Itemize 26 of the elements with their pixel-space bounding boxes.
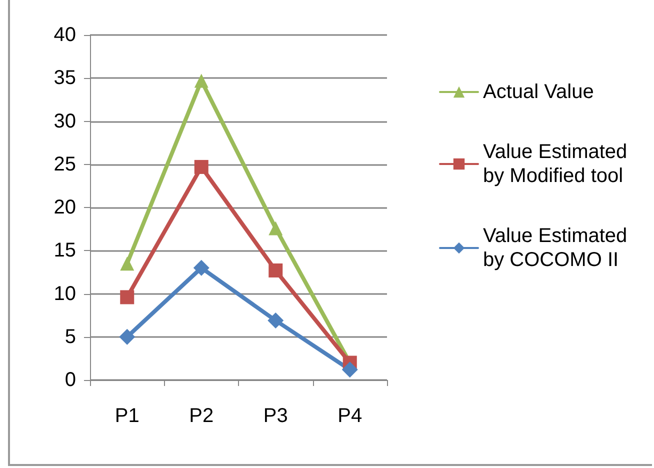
x-tick-label: P2	[189, 405, 214, 427]
legend-label: Actual Value	[483, 81, 594, 103]
y-tick-label: 0	[64, 369, 76, 391]
y-tick-label: 25	[54, 153, 76, 176]
point	[268, 312, 284, 328]
point	[268, 221, 283, 236]
legend-label: Value Estimated by Modified tool	[483, 141, 633, 187]
point	[194, 160, 208, 174]
point	[268, 263, 283, 278]
point	[193, 260, 210, 276]
point	[120, 256, 134, 271]
x-tick-label: P3	[263, 405, 288, 427]
y-tick-label: 35	[54, 67, 76, 90]
x-tick-label: P4	[338, 405, 362, 427]
y-tick-label: 5	[64, 326, 76, 348]
y-tick-label: 40	[54, 24, 76, 46]
point	[120, 290, 134, 304]
point	[194, 74, 208, 88]
y-tick-label: 20	[54, 196, 76, 218]
y-tick-label: 15	[54, 240, 76, 262]
y-tick-label: 10	[54, 282, 76, 305]
x-tick-label: P1	[114, 405, 140, 427]
point	[342, 362, 358, 378]
legend-label: Value Estimated by COCOMO II	[483, 225, 633, 271]
point	[119, 328, 136, 345]
y-tick-label: 30	[54, 110, 76, 132]
